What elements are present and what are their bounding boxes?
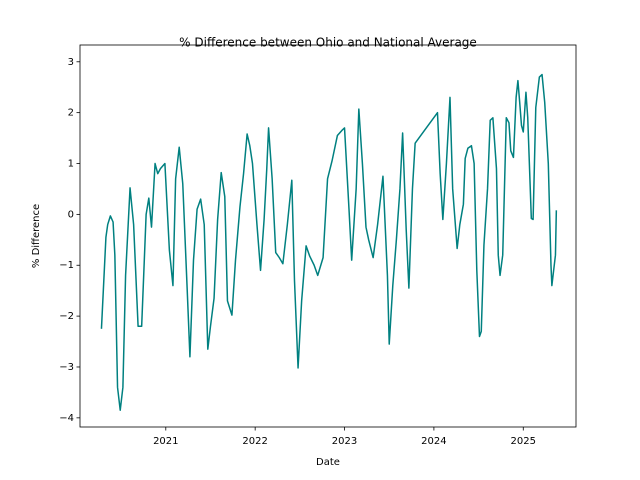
y-tick-label: −2 <box>59 311 74 322</box>
y-axis-label: % Difference <box>31 204 42 268</box>
x-tick-label: 2022 <box>242 436 267 447</box>
data-line <box>100 73 558 411</box>
y-tick-label: 2 <box>68 108 74 119</box>
x-tick-label: 2021 <box>153 436 178 447</box>
plot-frame <box>79 44 577 428</box>
x-axis-label: Date <box>316 457 340 468</box>
x-tick-label: 2024 <box>421 436 446 447</box>
y-tick-label: −1 <box>59 260 74 271</box>
x-tick-label: 2023 <box>332 436 357 447</box>
x-tick-label: 2025 <box>511 436 536 447</box>
y-tick-label: −4 <box>59 413 74 424</box>
y-tick-label: −3 <box>59 362 74 373</box>
y-tick-label: 0 <box>68 209 74 220</box>
y-tick-label: 3 <box>68 57 74 68</box>
y-tick-label: 1 <box>68 159 74 170</box>
chart-title: % Difference between Ohio and National A… <box>179 36 477 50</box>
